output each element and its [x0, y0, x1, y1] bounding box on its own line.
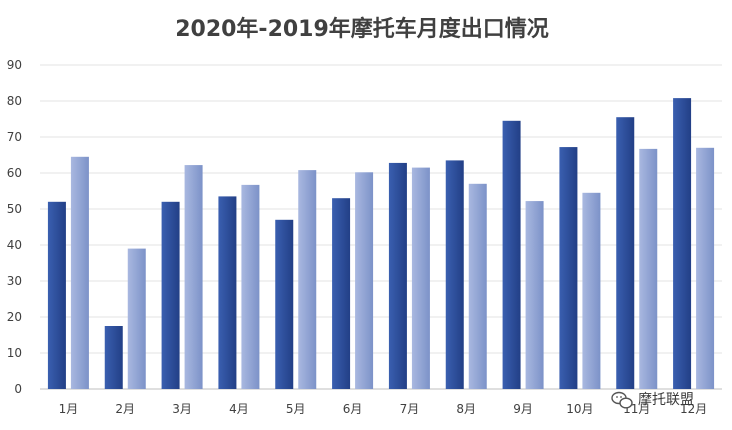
x-tick-label: 5月	[286, 402, 306, 416]
bar-series-1	[104, 326, 123, 389]
y-tick-label: 10	[7, 346, 22, 360]
bar-series-1	[502, 120, 521, 390]
bar-series-2	[696, 147, 715, 389]
bar-series-1	[388, 162, 407, 389]
y-tick-label: 90	[7, 58, 22, 72]
bar-series-1	[218, 196, 237, 389]
y-tick-label: 40	[7, 238, 22, 252]
y-tick-label: 0	[14, 382, 22, 396]
bar-series-2	[468, 183, 487, 389]
chart-title: 2020年-2019年摩托车月度出口情况	[175, 16, 549, 42]
bar-series-2	[525, 201, 544, 389]
y-tick-label: 50	[7, 202, 22, 216]
x-tick-label: 10月	[566, 402, 593, 416]
y-tick-label: 30	[7, 274, 22, 288]
bar-series-1	[47, 201, 66, 389]
y-tick-label: 20	[7, 310, 22, 324]
bar-series-2	[355, 172, 374, 389]
bar-series-1	[559, 147, 578, 389]
wechat-icon	[611, 391, 633, 409]
bar-series-2	[639, 148, 658, 389]
bar-series-1	[161, 201, 180, 389]
x-tick-label: 4月	[229, 402, 249, 416]
bars	[47, 98, 715, 390]
bar-series-2	[70, 156, 89, 389]
grid-lines	[40, 64, 722, 390]
x-tick-label: 1月	[59, 402, 79, 416]
x-axis-ticks: 1月 2月 3月 4月 5月 6月 7月 8月 9月 10月 11月 12月	[59, 402, 708, 416]
bar-series-1	[332, 198, 351, 389]
x-tick-label: 7月	[400, 402, 420, 416]
x-tick-label: 6月	[343, 402, 363, 416]
bar-series-1	[616, 117, 635, 389]
y-tick-label: 60	[7, 166, 22, 180]
bar-series-2	[411, 167, 430, 389]
y-tick-label: 80	[7, 94, 22, 108]
x-tick-label: 12月	[680, 402, 707, 416]
bar-series-2	[298, 170, 317, 389]
bar-series-2	[184, 165, 203, 389]
x-tick-label: 9月	[513, 402, 533, 416]
bar-series-2	[241, 184, 260, 389]
bar-series-2	[582, 192, 601, 389]
x-tick-label: 3月	[172, 402, 192, 416]
x-tick-label: 8月	[456, 402, 476, 416]
watermark: 摩托联盟	[611, 391, 694, 409]
bar-series-1	[445, 160, 464, 389]
x-tick-label: 2月	[115, 402, 135, 416]
watermark-text: 摩托联盟	[638, 391, 694, 408]
y-axis-ticks: 0 10 20 30 40 50 60 70 80 90	[7, 58, 22, 396]
bar-series-1	[275, 219, 294, 389]
bar-series-1	[673, 98, 692, 390]
y-tick-label: 70	[7, 130, 22, 144]
bar-series-2	[127, 248, 146, 389]
